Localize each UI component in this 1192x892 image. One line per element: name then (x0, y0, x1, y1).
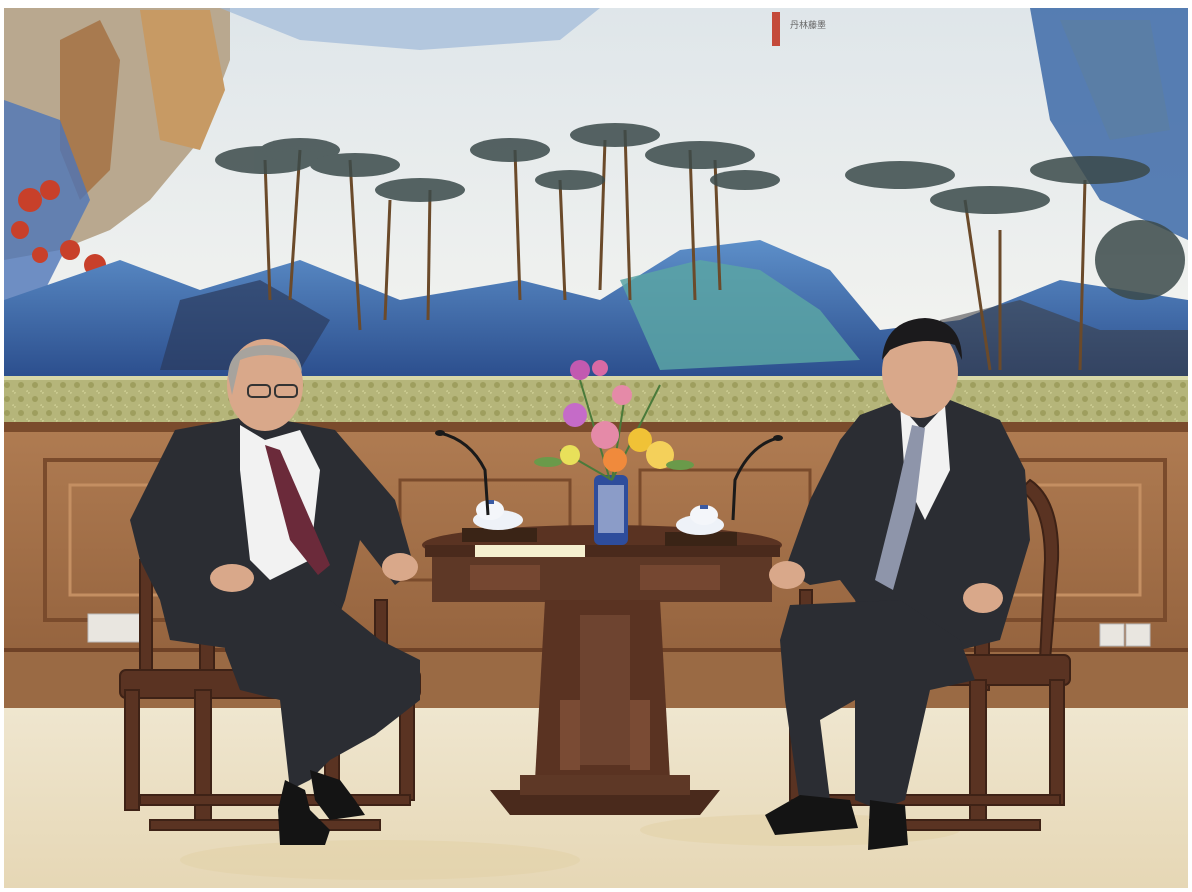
round-table (422, 525, 782, 815)
wall-outlet (87, 613, 1151, 647)
painting-seal: 丹林藤墨 (772, 12, 826, 46)
left-person (130, 339, 420, 845)
painting-inscription: 丹林藤墨 (790, 19, 826, 31)
tea-set-right (665, 505, 737, 546)
landscape-painting: 丹林藤墨 (4, 8, 1188, 376)
tea-set-left (462, 500, 537, 542)
documents (475, 545, 585, 557)
brocade-band (4, 376, 1188, 422)
right-person (765, 318, 1030, 850)
microphone-right (731, 436, 779, 521)
microphone-left (439, 431, 490, 516)
left-armchair (119, 559, 421, 831)
flower-vase (534, 360, 694, 545)
